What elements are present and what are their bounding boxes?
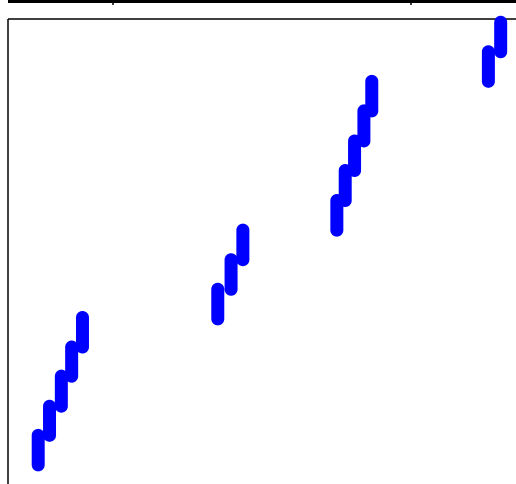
plot-area [31,15,508,472]
chart-top-frame [8,0,516,20]
top-frame-band [8,0,516,3]
